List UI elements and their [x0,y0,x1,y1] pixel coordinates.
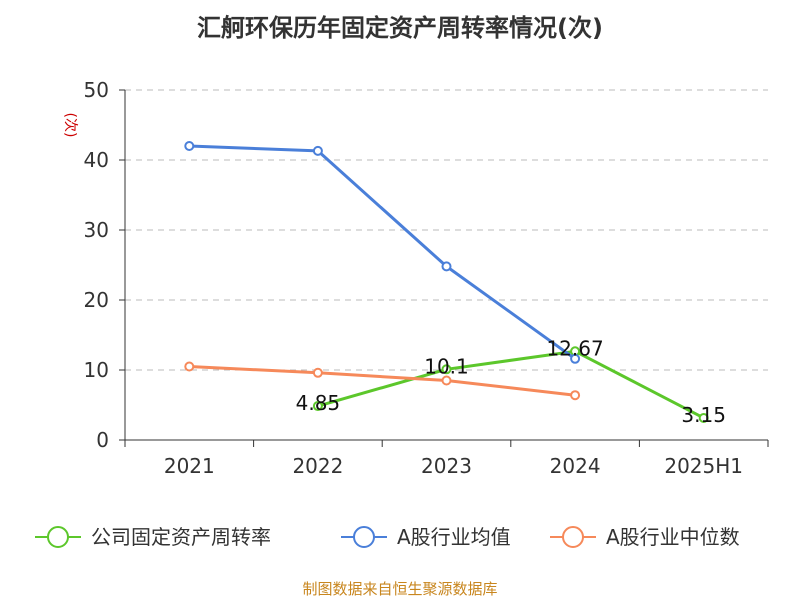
legend: 公司固定资产周转率 A股行业均值 A股行业中位数 [35,525,740,549]
data-label: 12.67 [546,336,603,360]
y-axis-label: (次) [62,113,78,138]
legend-swatch-marker [562,526,584,548]
series-group [184,141,709,423]
data-label: 10.1 [424,354,469,378]
legend-swatch-marker [353,526,375,548]
series-line [189,144,576,361]
data-label: 4.85 [296,391,341,415]
x-tick-label: 2023 [421,454,472,478]
y-tick-label: 30 [84,218,109,242]
series-line [189,365,576,397]
chart-title: 汇舸环保历年固定资产周转率情况(次) [197,14,603,42]
axes: 0 10 20 30 40 50 (次) 2021 2022 2023 2024 2025H1 [62,78,769,478]
data-source-note: 制图数据来自恒生聚源数据库 [302,580,498,598]
data-point [441,364,452,375]
legend-swatch-marker [47,526,69,548]
data-point [441,375,452,386]
legend-label: 公司固定资产周转率 [91,525,271,549]
data-point [570,390,581,401]
x-tick-label: 2024 [550,454,601,478]
series-line [317,349,705,420]
y-tick-label: 50 [84,78,109,102]
data-point [184,141,195,151]
data-point [312,401,323,412]
grid-lines [125,89,768,371]
legend-label: A股行业均值 [397,525,511,549]
x-tick-label: 2021 [164,454,215,478]
data-point [570,353,581,364]
x-tick-label: 2022 [292,454,343,478]
y-tick-label: 10 [84,358,109,382]
x-tick-label: 2025H1 [664,454,743,478]
y-tick-label: 0 [96,428,109,452]
data-point [312,367,323,378]
y-tick-label: 40 [84,148,109,172]
y-tick-label: 20 [84,288,109,312]
data-point [698,412,709,423]
data-labels: 4.85 10.1 12.67 3.15 [296,336,726,427]
data-point [312,145,323,156]
legend-label: A股行业中位数 [606,525,740,549]
data-point [441,261,452,272]
data-point [184,361,195,372]
data-label: 3.15 [681,403,726,427]
